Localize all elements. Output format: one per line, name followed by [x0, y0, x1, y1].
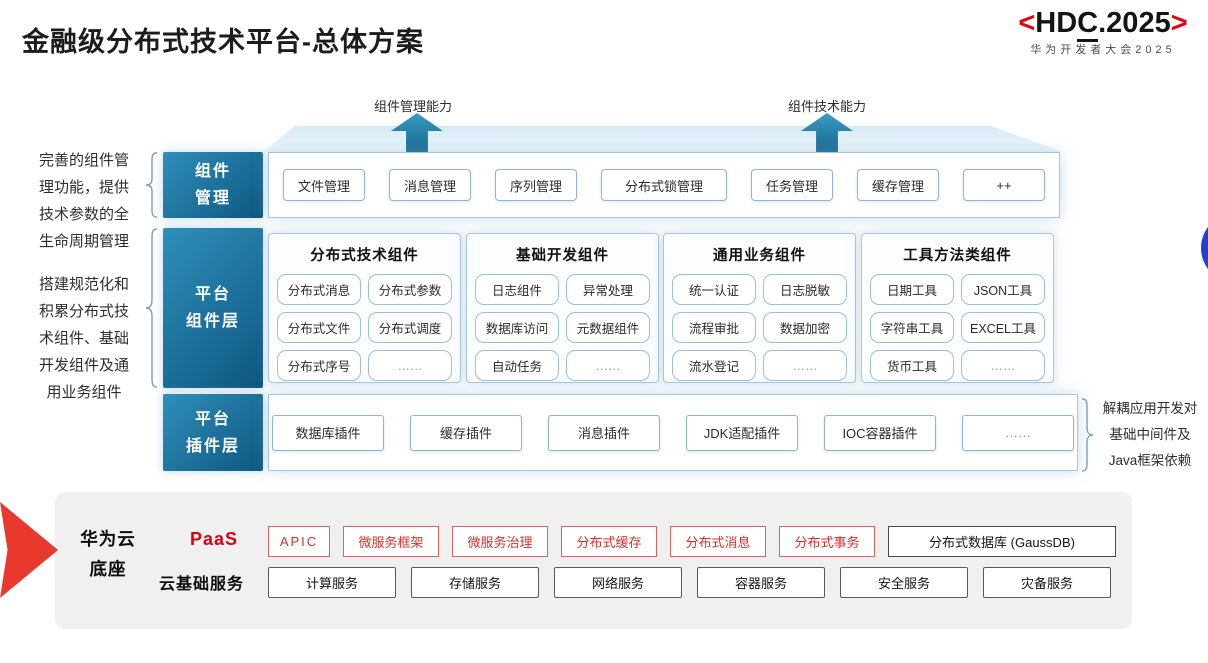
group-item: 分布式参数: [368, 274, 452, 305]
group-title: 基础开发组件: [516, 248, 609, 264]
group-item: 日志组件: [475, 274, 559, 305]
group-grid: 分布式消息 分布式参数 分布式文件 分布式调度 分布式序号 ……: [269, 274, 460, 381]
cloud-item: 安全服务: [840, 567, 968, 598]
group-grid: 日志组件 异常处理 数据库访问 元数据组件 自动任务 ……: [467, 274, 658, 381]
group-item-more: ……: [961, 350, 1045, 381]
mgmt-item: 缓存管理: [857, 169, 939, 201]
group-item: 分布式消息: [277, 274, 361, 305]
plugin-item: JDK适配插件: [686, 414, 798, 451]
logo-year: .2025: [1098, 7, 1171, 39]
group-title: 工具方法类组件: [903, 248, 1012, 264]
paas-item: 分布式缓存: [561, 526, 657, 557]
paas-services-row: APIC 微服务框架 微服务治理 分布式缓存 分布式消息 分布式事务 分布式数据…: [268, 526, 1116, 557]
page-title: 金融级分布式技术平台-总体方案: [22, 27, 424, 57]
cloud-item: 灾备服务: [983, 567, 1111, 598]
paas-item: APIC: [268, 526, 330, 557]
group-item: 字符串工具: [870, 312, 954, 343]
group-item: EXCEL工具: [961, 312, 1045, 343]
mgmt-item: 消息管理: [389, 169, 471, 201]
group-item: 日志脱敏: [763, 274, 847, 305]
group-grid: 统一认证 日志脱敏 流程审批 数据加密 流水登记 ……: [664, 274, 855, 381]
platform-plugins-row: 数据库插件 缓存插件 消息插件 JDK适配插件 IOC容器插件 ……: [268, 394, 1078, 471]
group-basic-dev: 基础开发组件 日志组件 异常处理 数据库访问 元数据组件 自动任务 ……: [466, 233, 659, 383]
left-brace-icon: [145, 228, 158, 388]
paas-item-gaussdb: 分布式数据库 (GaussDB): [888, 526, 1116, 557]
note-component-build: 搭建规范化和 积累分布式技 术组件、基础 开发组件及通 用业务组件: [38, 276, 129, 401]
group-item: 分布式文件: [277, 312, 361, 343]
mgmt-item: 文件管理: [283, 169, 365, 201]
paas-item: 分布式事务: [779, 526, 875, 557]
cloud-item: 存储服务: [411, 567, 539, 598]
mgmt-item: 序列管理: [495, 169, 577, 201]
group-title: 通用业务组件: [713, 248, 806, 264]
group-tool-methods: 工具方法类组件 日期工具 JSON工具 字符串工具 EXCEL工具 货币工具 ……: [861, 233, 1054, 383]
group-common-business: 通用业务组件 统一认证 日志脱敏 流程审批 数据加密 流水登记 ……: [663, 233, 856, 383]
mgmt-item: 分布式锁管理: [601, 169, 727, 201]
right-brace-icon: [1081, 398, 1094, 472]
blue-circle-decoration: [1201, 213, 1208, 283]
mgmt-item: 任务管理: [751, 169, 833, 201]
group-item: 分布式调度: [368, 312, 452, 343]
huawei-cloud-base-label: 华为云 底座: [80, 529, 136, 579]
tech-capability-label: 组件技术能力: [788, 99, 867, 114]
group-item: 数据库访问: [475, 312, 559, 343]
plugin-item: 数据库插件: [272, 414, 384, 451]
cloud-item: 容器服务: [697, 567, 825, 598]
paas-item: 分布式消息: [670, 526, 766, 557]
component-mgmt-row: 文件管理 消息管理 序列管理 分布式锁管理 任务管理 缓存管理 ++: [268, 152, 1060, 218]
layer-label-platform-plugins: 平台 插件层: [163, 394, 263, 471]
paas-item: 微服务治理: [452, 526, 548, 557]
group-item: 流水登记: [672, 350, 756, 381]
note-decouple: 解耦应用开发对 基础中间件及 Java框架依赖: [1102, 401, 1198, 468]
mgmt-capability-label: 组件管理能力: [374, 99, 453, 114]
left-brace-icon: [145, 152, 158, 218]
group-item: 日期工具: [870, 274, 954, 305]
group-item: 分布式序号: [277, 350, 361, 381]
plugin-item: 消息插件: [548, 414, 660, 451]
group-item: 元数据组件: [566, 312, 650, 343]
red-arrow-icon: [0, 502, 58, 598]
group-item: 自动任务: [475, 350, 559, 381]
cloud-basic-services-label: 云基础服务: [159, 576, 245, 593]
logo-c: C: [1077, 7, 1099, 42]
group-item-more: ……: [763, 350, 847, 381]
group-item: 货币工具: [870, 350, 954, 381]
group-item: 数据加密: [763, 312, 847, 343]
paas-label: PaaS: [190, 529, 239, 549]
layer-label-component-mgmt: 组件 管理: [163, 152, 263, 218]
hdc-logo-subtitle: 华为开发者大会2025: [1030, 44, 1176, 56]
hdc-logo: <HDC.2025> 华为开发者大会2025: [1002, 6, 1204, 57]
plugin-item: 缓存插件: [410, 414, 522, 451]
group-grid: 日期工具 JSON工具 字符串工具 EXCEL工具 货币工具 ……: [862, 274, 1053, 381]
top-perspective-band: [263, 126, 1063, 152]
cloud-item: 网络服务: [554, 567, 682, 598]
logo-right-bracket: >: [1170, 7, 1188, 39]
group-item: 统一认证: [672, 274, 756, 305]
huawei-cloud-foundation-panel: [55, 492, 1132, 629]
group-item: 异常处理: [566, 274, 650, 305]
hdc-logo-wordmark: <HDC.2025>: [1002, 6, 1204, 42]
layer-label-platform-components: 平台 组件层: [163, 228, 263, 388]
group-item-more: ……: [368, 350, 452, 381]
logo-left-bracket: <: [1018, 7, 1036, 39]
cloud-services-row: 计算服务 存储服务 网络服务 容器服务 安全服务 灾备服务: [268, 567, 1111, 598]
plugin-item: IOC容器插件: [824, 414, 936, 451]
group-item: 流程审批: [672, 312, 756, 343]
logo-hd: HD: [1035, 7, 1078, 39]
group-distributed-tech: 分布式技术组件 分布式消息 分布式参数 分布式文件 分布式调度 分布式序号 ……: [268, 233, 461, 383]
plugin-item-more: ……: [962, 414, 1074, 451]
group-title: 分布式技术组件: [310, 248, 419, 264]
group-item: JSON工具: [961, 274, 1045, 305]
cloud-item: 计算服务: [268, 567, 396, 598]
paas-item: 微服务框架: [343, 526, 439, 557]
group-item-more: ……: [566, 350, 650, 381]
note-component-management: 完善的组件管 理功能，提供 技术参数的全 生命周期管理: [38, 152, 129, 250]
mgmt-item: ++: [963, 169, 1045, 201]
